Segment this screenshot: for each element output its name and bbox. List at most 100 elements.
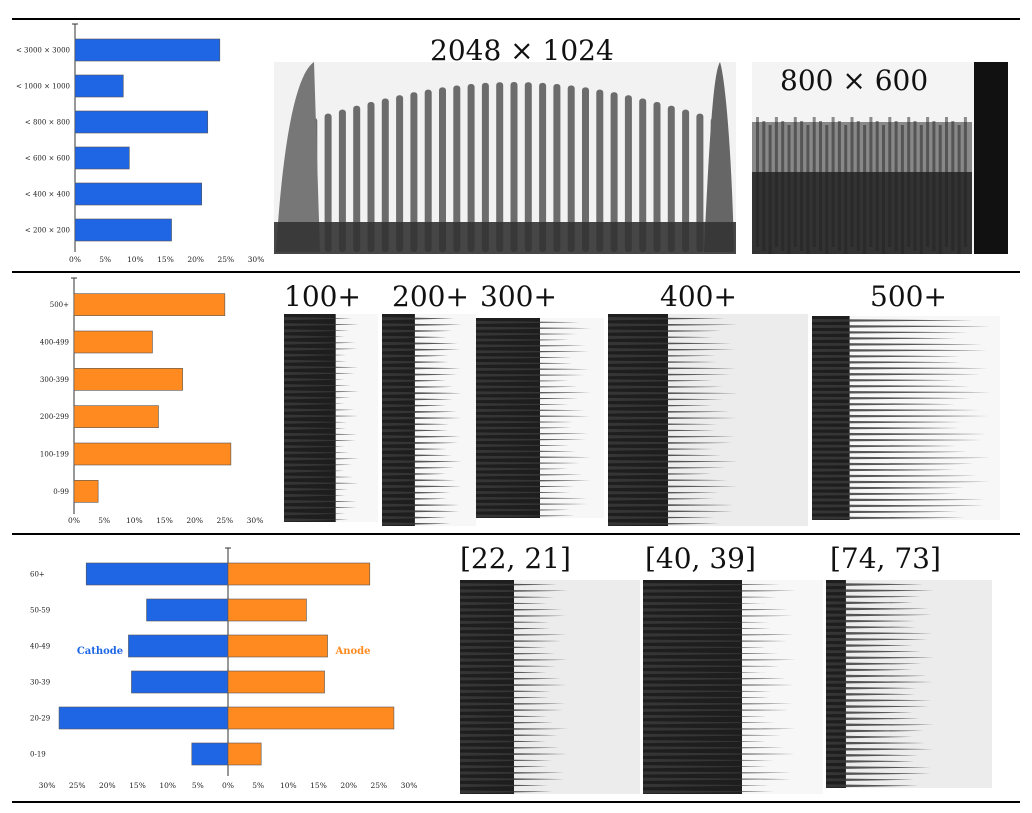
xray-strand bbox=[812, 426, 960, 430]
bar bbox=[74, 218, 172, 242]
xray-strand bbox=[826, 680, 933, 684]
comb-tooth bbox=[367, 102, 375, 252]
comb-tooth bbox=[596, 89, 604, 253]
comb-tooth bbox=[806, 125, 810, 254]
xray-strand bbox=[826, 717, 920, 721]
xray-strand bbox=[812, 330, 969, 335]
xray-strand bbox=[284, 317, 352, 321]
comb-tooth bbox=[856, 121, 860, 251]
comb-tooth bbox=[653, 102, 661, 252]
comb-tooth bbox=[888, 117, 892, 247]
xray-strand bbox=[643, 721, 777, 725]
comb-tooth bbox=[825, 125, 829, 254]
xray-strand bbox=[476, 420, 573, 424]
xray-strand bbox=[382, 323, 462, 327]
category-tick-label: < 1000 × 1000 bbox=[16, 83, 70, 91]
comb-tooth bbox=[624, 95, 632, 252]
comb-tooth bbox=[410, 92, 418, 253]
cathode-anode-diverging-chart-svg: 0-19 20-29 30-39 40-49 50-59 60+ 30% 25% 20% 15% 1… bbox=[30, 547, 417, 790]
xray-strand bbox=[382, 373, 458, 377]
comb-tooth bbox=[539, 82, 547, 252]
xray-strand bbox=[460, 595, 555, 599]
cathode-anode-diverging-chart: 0-19 20-29 30-39 40-49 50-59 60+ 30% 25% 20% 15% 1… bbox=[10, 540, 430, 796]
xray-200-svg bbox=[382, 314, 476, 526]
xray-image-500plus bbox=[812, 316, 1000, 520]
comb-tooth bbox=[951, 121, 955, 251]
xray-strand bbox=[460, 620, 550, 625]
xray-strand bbox=[643, 583, 781, 587]
comb-tooth bbox=[768, 125, 772, 254]
xray-strand bbox=[460, 639, 562, 643]
category-tick-label: 100-199 bbox=[40, 451, 69, 459]
xray-strand bbox=[382, 317, 454, 321]
xray-strand bbox=[643, 652, 779, 656]
xray-strand bbox=[812, 480, 990, 484]
xray-strand bbox=[812, 372, 980, 376]
comb-tooth bbox=[800, 121, 804, 251]
xray-strand bbox=[460, 670, 547, 675]
xray-2048-svg bbox=[274, 62, 736, 254]
xray-strand bbox=[826, 583, 924, 587]
xray-strand bbox=[826, 759, 915, 764]
bar bbox=[74, 74, 124, 98]
category-tick-label: < 400 × 400 bbox=[25, 191, 70, 199]
comb-tooth bbox=[774, 117, 778, 247]
xray-strand bbox=[826, 747, 934, 751]
xray-strand bbox=[460, 765, 549, 769]
xray-strand bbox=[284, 445, 345, 449]
xray-strand bbox=[460, 627, 551, 631]
xray-strand bbox=[476, 432, 589, 436]
xray-dense-region bbox=[284, 314, 336, 522]
x-tick-label: 30% bbox=[247, 516, 264, 525]
xray-strand bbox=[382, 441, 459, 445]
xray-strand bbox=[460, 664, 557, 668]
xray-strand bbox=[826, 644, 913, 648]
comb-tooth bbox=[696, 113, 704, 252]
xray-strand bbox=[826, 619, 916, 623]
xray-strand bbox=[476, 508, 571, 512]
xray-strand bbox=[382, 491, 451, 495]
xray-strand bbox=[284, 420, 348, 424]
xray-strand bbox=[284, 384, 351, 388]
xray-strand bbox=[608, 497, 715, 501]
x-tick-label: 10% bbox=[280, 781, 297, 790]
anode-bar bbox=[227, 670, 325, 694]
xray-strand bbox=[812, 336, 957, 341]
xray-strand bbox=[826, 766, 931, 770]
xray-strand bbox=[382, 422, 450, 427]
xray-strand bbox=[476, 385, 578, 389]
comb-tooth bbox=[850, 117, 854, 247]
xray-strand bbox=[826, 741, 926, 745]
xray-strand bbox=[382, 360, 449, 364]
xray-strand bbox=[826, 674, 927, 678]
xray-strand bbox=[382, 435, 461, 439]
x-tick-label: 0% bbox=[69, 255, 81, 264]
xray-strand bbox=[643, 664, 780, 668]
category-tick-label: 0-19 bbox=[30, 751, 46, 759]
xray-strand bbox=[284, 323, 360, 327]
xray-strand bbox=[284, 402, 345, 406]
comb-tooth bbox=[424, 89, 432, 253]
xray-strand bbox=[476, 403, 569, 407]
xray-strand bbox=[476, 379, 569, 383]
xray-strand bbox=[476, 344, 586, 348]
comb-tooth bbox=[894, 121, 898, 251]
xray-strand bbox=[643, 714, 767, 719]
xray-strand bbox=[643, 752, 796, 756]
xray-strand bbox=[460, 614, 566, 618]
xray-strand bbox=[826, 637, 928, 642]
xray-strand bbox=[460, 746, 560, 750]
x-tick-label: 15% bbox=[157, 255, 174, 264]
cathode-bar bbox=[85, 562, 229, 586]
xray-strand bbox=[643, 765, 769, 769]
xray-strand bbox=[608, 416, 737, 420]
xray-strand bbox=[643, 639, 787, 643]
xray-strand bbox=[382, 497, 448, 501]
xray-strand bbox=[643, 746, 785, 750]
xray-strand bbox=[826, 589, 934, 593]
xray-strand bbox=[284, 371, 355, 376]
bar bbox=[73, 405, 159, 428]
xray-strand bbox=[476, 373, 585, 377]
category-tick-label: 300-399 bbox=[40, 376, 69, 384]
x-tick-label: 25% bbox=[216, 516, 233, 525]
